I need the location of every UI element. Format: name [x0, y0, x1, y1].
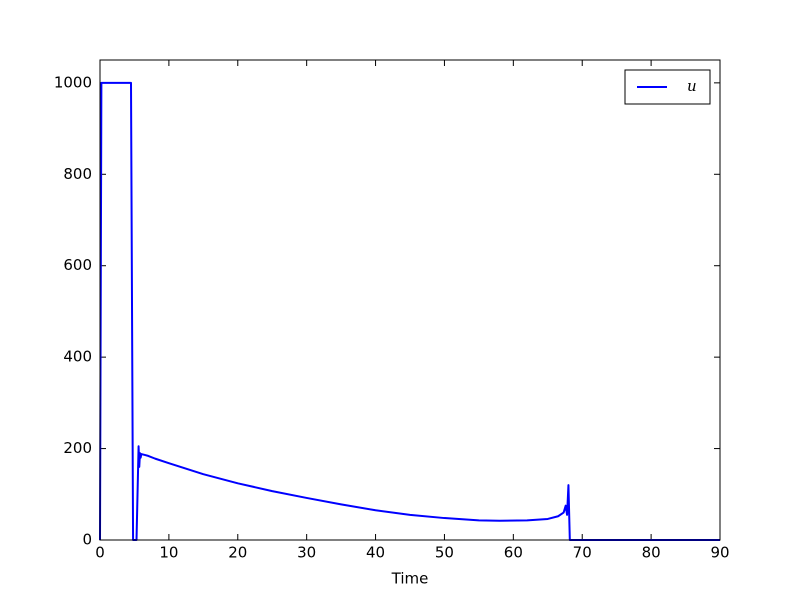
x-tick-label: 60 [504, 544, 523, 562]
x-tick-label: 20 [228, 544, 247, 562]
x-tick-label: 90 [710, 544, 729, 562]
line [99, 81, 720, 541]
y-tick-label: 400 [63, 348, 92, 366]
x-tick-label: 30 [297, 544, 316, 562]
x-axis-label: Time [391, 570, 429, 588]
x-tick-label: 40 [366, 544, 385, 562]
x-tick-label: 50 [435, 544, 454, 562]
y-tick-label: 1000 [54, 73, 92, 91]
x-tick-label: 70 [573, 544, 592, 562]
y-tick-label: 0 [82, 531, 92, 549]
y-tick-label: 600 [63, 256, 92, 274]
legend-label: u [687, 77, 697, 95]
y-tick-label: 800 [63, 165, 92, 183]
x-tick-label: 0 [95, 544, 105, 562]
x-tick-label: 80 [642, 544, 661, 562]
plot-frame [99, 59, 721, 541]
y-tick-label: 200 [63, 439, 92, 457]
x-tick-label: 10 [159, 544, 178, 562]
